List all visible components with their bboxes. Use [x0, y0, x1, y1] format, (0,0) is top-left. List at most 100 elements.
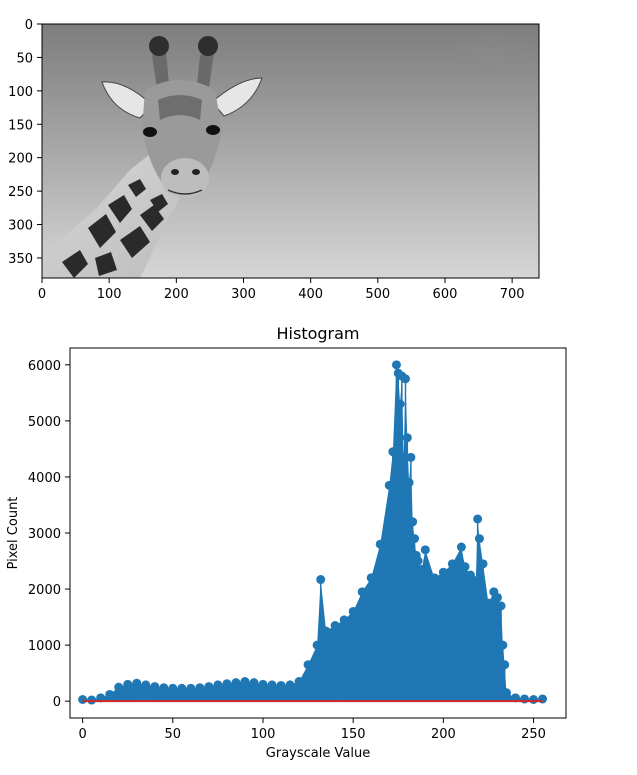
- image-x-tick-label: 200: [164, 287, 189, 302]
- stem-marker: [96, 693, 106, 703]
- stem-marker: [510, 693, 520, 703]
- histogram-x-tick-label: 250: [521, 727, 546, 742]
- image-x-ticks: 0 100 200 300 400 500 600 700: [38, 278, 525, 302]
- histogram-panel: Histogram Grayscale Value Pixel Count 0 5…: [6, 324, 567, 761]
- stem-marker: [438, 567, 448, 577]
- stem-marker: [222, 679, 232, 689]
- image-y-tick-label: 50: [16, 51, 33, 66]
- stem-marker: [447, 559, 457, 569]
- stem-marker: [78, 695, 88, 704]
- stem-marker: [483, 598, 493, 608]
- stem-marker: [474, 534, 484, 544]
- stem-marker: [105, 689, 115, 699]
- histogram-y-ticks: 0 1000 2000 3000 4000 5000 6000: [28, 359, 70, 710]
- image-x-tick-label: 700: [500, 287, 525, 302]
- y-axis-label: Pixel Count: [6, 497, 21, 570]
- stem-marker: [186, 683, 196, 693]
- stem-marker: [312, 640, 322, 650]
- stem-marker: [141, 680, 151, 690]
- stem-marker: [529, 695, 539, 704]
- histogram-y-tick-label: 5000: [28, 415, 61, 430]
- stem-marker: [384, 480, 394, 490]
- stem-marker: [417, 564, 427, 574]
- histogram-y-tick-label: 4000: [28, 471, 61, 486]
- stem-marker: [496, 601, 506, 611]
- stem-marker: [492, 592, 502, 602]
- stem-marker: [408, 517, 418, 527]
- stem-marker: [195, 683, 205, 693]
- histogram-y-tick-label: 0: [53, 695, 61, 710]
- stem-marker: [429, 573, 439, 583]
- stem-marker: [204, 682, 214, 692]
- image-y-tick-label: 100: [8, 85, 33, 100]
- image-y-tick-label: 350: [8, 252, 33, 267]
- histogram-x-tick-label: 150: [341, 727, 366, 742]
- histogram-x-tick-label: 0: [78, 727, 86, 742]
- image-x-tick-label: 600: [433, 287, 458, 302]
- stem-marker: [294, 677, 304, 687]
- histogram-title: Histogram: [277, 324, 360, 343]
- histogram-y-tick-label: 6000: [28, 359, 61, 374]
- histogram-x-tick-label: 50: [165, 727, 182, 742]
- histogram-x-tick-label: 100: [251, 727, 276, 742]
- stem-marker: [348, 606, 358, 616]
- stem-marker: [357, 587, 367, 597]
- histogram-x-ticks: 0 50 100 150 200 250: [78, 718, 546, 742]
- stem-marker: [240, 677, 250, 687]
- stem-marker: [132, 678, 142, 688]
- stem-marker: [258, 679, 268, 689]
- image-y-tick-label: 200: [8, 152, 33, 167]
- giraffe-image: [42, 24, 539, 278]
- stem-marker: [87, 695, 97, 705]
- stem-marker: [177, 683, 187, 693]
- histogram-x-tick-label: 200: [431, 727, 456, 742]
- stem-marker: [285, 680, 295, 690]
- stem-marker: [391, 360, 401, 370]
- stem-marker: [409, 534, 419, 544]
- x-axis-label: Grayscale Value: [266, 746, 370, 761]
- histogram-stems: [78, 360, 548, 705]
- stem-marker: [114, 682, 124, 692]
- image-x-tick-label: 100: [97, 287, 122, 302]
- stem-marker: [123, 679, 133, 689]
- stem-marker: [413, 556, 423, 566]
- image-panel: 0 100 200 300 400 500 600 700 0 50 100 150 200 250 30…: [8, 18, 540, 302]
- stem-marker: [375, 539, 385, 549]
- stem-marker: [420, 545, 430, 555]
- stem-marker: [330, 621, 340, 630]
- image-y-ticks: 0 50 100 150 200 250 300 350: [8, 18, 42, 267]
- stem-marker: [267, 680, 277, 690]
- stem-marker: [400, 374, 410, 384]
- image-y-tick-label: 150: [8, 118, 33, 133]
- stem-marker: [460, 562, 470, 572]
- stem-marker: [159, 683, 169, 693]
- stem-marker: [276, 680, 286, 690]
- stem-marker: [404, 478, 414, 488]
- stem-marker: [395, 399, 405, 409]
- stem-marker: [366, 573, 376, 583]
- stem-marker: [388, 447, 398, 457]
- image-y-tick-label: 300: [8, 219, 33, 234]
- stem-marker: [231, 678, 241, 688]
- image-x-tick-label: 300: [231, 287, 256, 302]
- image-x-tick-label: 500: [365, 287, 390, 302]
- stem-marker: [316, 575, 326, 585]
- stem-marker: [498, 640, 508, 650]
- histogram-frame: [69, 347, 567, 719]
- stem-marker: [456, 542, 466, 552]
- histogram-fill: [82, 364, 543, 702]
- stem-marker: [339, 615, 349, 625]
- stem-marker: [303, 660, 313, 670]
- image-x-tick-label: 0: [38, 287, 46, 302]
- stem-marker: [465, 570, 475, 580]
- histogram-y-tick-label: 1000: [28, 639, 61, 654]
- stem-marker: [213, 680, 223, 690]
- stem-marker: [473, 514, 483, 524]
- stem-marker: [402, 433, 412, 443]
- stem-marker: [478, 559, 488, 569]
- stem-marker: [406, 452, 416, 462]
- stem-marker: [321, 626, 331, 636]
- stem-marker: [501, 688, 511, 698]
- stem-marker: [500, 660, 510, 670]
